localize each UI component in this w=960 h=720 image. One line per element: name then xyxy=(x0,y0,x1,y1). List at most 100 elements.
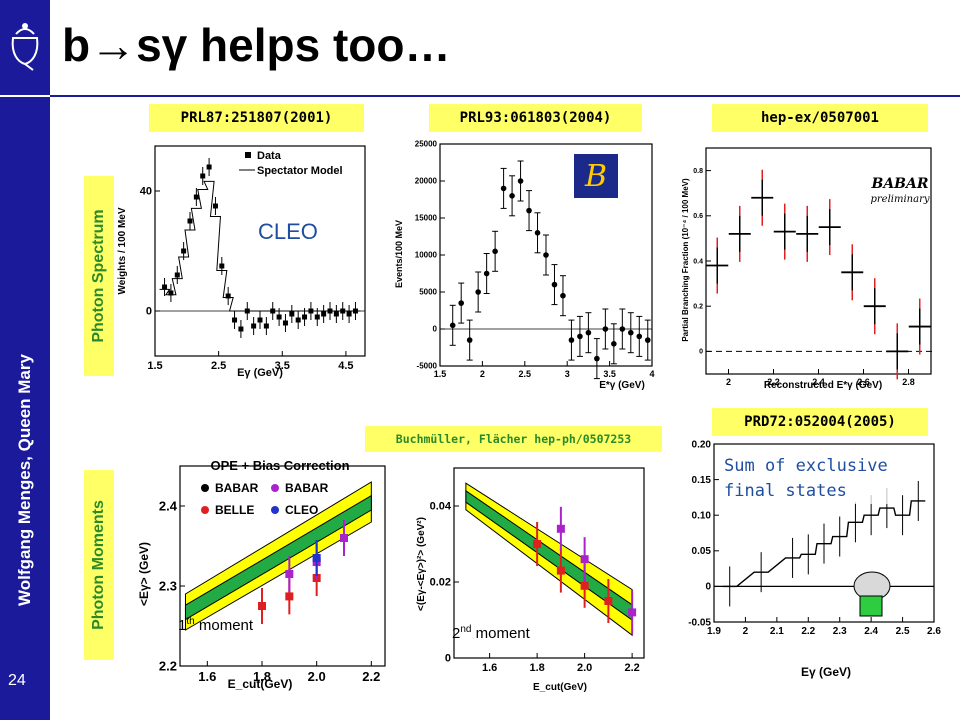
babar-logo: BABAR xyxy=(870,176,928,192)
data-point xyxy=(162,284,168,290)
data-point xyxy=(289,311,295,317)
x-axis-label: Reconstructed E*γ (GeV) xyxy=(764,380,882,391)
data-point xyxy=(258,602,266,610)
x-tick-label: 2.8 xyxy=(902,377,915,387)
data-point xyxy=(534,230,541,236)
x-tick-label: 1.9 xyxy=(707,626,721,637)
first-moment-plot: 1.6 1.8 2.0 2.2 2.2 2.3 2.4 OPE + Bias Correcti… xyxy=(137,458,386,691)
data-point xyxy=(219,263,225,269)
spectator-model-line xyxy=(159,180,361,312)
x-tick-label: 2.2 xyxy=(801,626,815,637)
x-tick-label: 2.3 xyxy=(833,626,847,637)
data-point xyxy=(551,281,558,288)
x-tick-label: 2.4 xyxy=(864,626,878,637)
data-point xyxy=(533,540,542,548)
x-tick-label: 2.5 xyxy=(519,369,532,379)
data-point xyxy=(314,314,320,320)
y-tick-label: 2.2 xyxy=(159,658,177,673)
crest-icon xyxy=(11,23,39,71)
data-point xyxy=(321,311,327,317)
y-tick-label: 0.05 xyxy=(692,546,712,557)
x-tick-label: 2.6 xyxy=(927,626,941,637)
babar-reference: hep-ex/0507001 xyxy=(712,104,928,132)
y-axis-label: Partial Branching Fraction (10⁻⁴ / 100 M… xyxy=(681,178,690,342)
x-tick-label: 2.5 xyxy=(896,626,910,637)
data-point xyxy=(585,329,592,336)
legend-marker xyxy=(201,506,209,514)
data-point xyxy=(276,314,282,320)
y-tick-label: 0.6 xyxy=(693,213,703,220)
y-tick-label: 0 xyxy=(705,582,711,593)
data-point xyxy=(302,314,308,320)
babar-exclusive-plot: 1.9 2 2.1 2.2 2.3 2.4 2.5 2.6 -0.05 0 0.05 0.10 0.15… xyxy=(688,439,941,679)
title-rule xyxy=(50,95,960,97)
x-tick-label: 3.5 xyxy=(275,360,290,372)
legend-entry: CLEO xyxy=(285,503,318,517)
x-tick-label: 2.2 xyxy=(624,662,639,674)
belle-logo-glyph: B xyxy=(584,159,607,194)
data-point xyxy=(285,570,294,578)
y-tick-label: 0.4 xyxy=(693,258,703,265)
data-point xyxy=(628,329,634,336)
data-point xyxy=(174,272,180,278)
series-name: preliminary xyxy=(870,194,929,205)
data-point xyxy=(594,355,600,362)
legend-marker xyxy=(271,484,279,492)
x-axis-label: E*γ (GeV) xyxy=(599,380,645,391)
data-point xyxy=(458,300,464,306)
data-point xyxy=(568,337,575,343)
data-point xyxy=(628,608,637,617)
x-tick-label: 2.1 xyxy=(770,626,784,637)
y-axis-label: Weights / 100 MeV xyxy=(117,207,128,294)
legend-marker xyxy=(271,506,279,514)
y-tick-label: 0.20 xyxy=(692,439,712,450)
y-tick-label: 25000 xyxy=(415,140,438,149)
belle-reference: PRL93:061803(2004) xyxy=(429,104,642,132)
x-tick-label: 2.6 xyxy=(857,377,870,387)
y-tick-label: 0 xyxy=(433,325,438,334)
y-axis-label: <(Eγ-<Eγ>)²> (GeV²) xyxy=(416,517,427,611)
y-tick-label: -0.05 xyxy=(688,617,711,628)
legend-marker xyxy=(245,152,251,158)
belle-spectrum-plot: 1.5 2 2.5 3 3.5 4 -5000 0 5000 10000 15000 20000 250… xyxy=(394,140,655,391)
legend-marker xyxy=(201,484,209,492)
data-point xyxy=(187,218,193,224)
legend-entry: BABAR xyxy=(285,481,329,495)
x-tick-label: 1.6 xyxy=(198,669,216,684)
y-tick-label: 0 xyxy=(146,306,152,318)
y-tick-label: -5000 xyxy=(417,362,438,371)
data-point xyxy=(251,323,257,329)
data-point xyxy=(492,248,498,255)
plot-frame xyxy=(713,443,935,623)
data-point xyxy=(577,333,583,340)
x-axis-label: E_cut(GeV) xyxy=(533,682,587,693)
data-point xyxy=(181,248,187,254)
data-point xyxy=(500,185,507,192)
y-tick-label: 0.8 xyxy=(693,168,703,175)
data-point xyxy=(560,292,566,299)
data-point xyxy=(602,326,609,332)
y-tick-label: 0.2 xyxy=(693,304,703,311)
belle-logo xyxy=(574,154,618,198)
y-axis-label: <Eγ> (GeV) xyxy=(137,542,151,606)
theory-band xyxy=(184,494,372,621)
x-axis-label: Eγ (GeV) xyxy=(237,367,283,379)
data-point xyxy=(232,317,238,323)
y-tick-label: 5000 xyxy=(419,288,437,297)
plot-frame xyxy=(179,465,386,667)
plot-frame xyxy=(154,145,366,357)
second-moment-label: 2nd moment xyxy=(452,624,530,642)
x-tick-label: 3 xyxy=(565,369,570,379)
y-tick-label: 2.3 xyxy=(159,578,177,593)
sidebar: Wolfgang Menges, Queen Mary 24 xyxy=(0,0,50,720)
y-axis-label: Events/100 MeV xyxy=(394,220,404,288)
x-tick-label: 1.8 xyxy=(253,669,271,684)
x-tick-label: 1.6 xyxy=(482,662,497,674)
data-point xyxy=(543,252,549,258)
data-point xyxy=(449,322,456,329)
data-point xyxy=(352,308,358,314)
data-point xyxy=(282,320,288,326)
data-point xyxy=(244,308,250,314)
y-tick-label: 0.02 xyxy=(430,577,451,589)
data-point xyxy=(333,311,339,317)
